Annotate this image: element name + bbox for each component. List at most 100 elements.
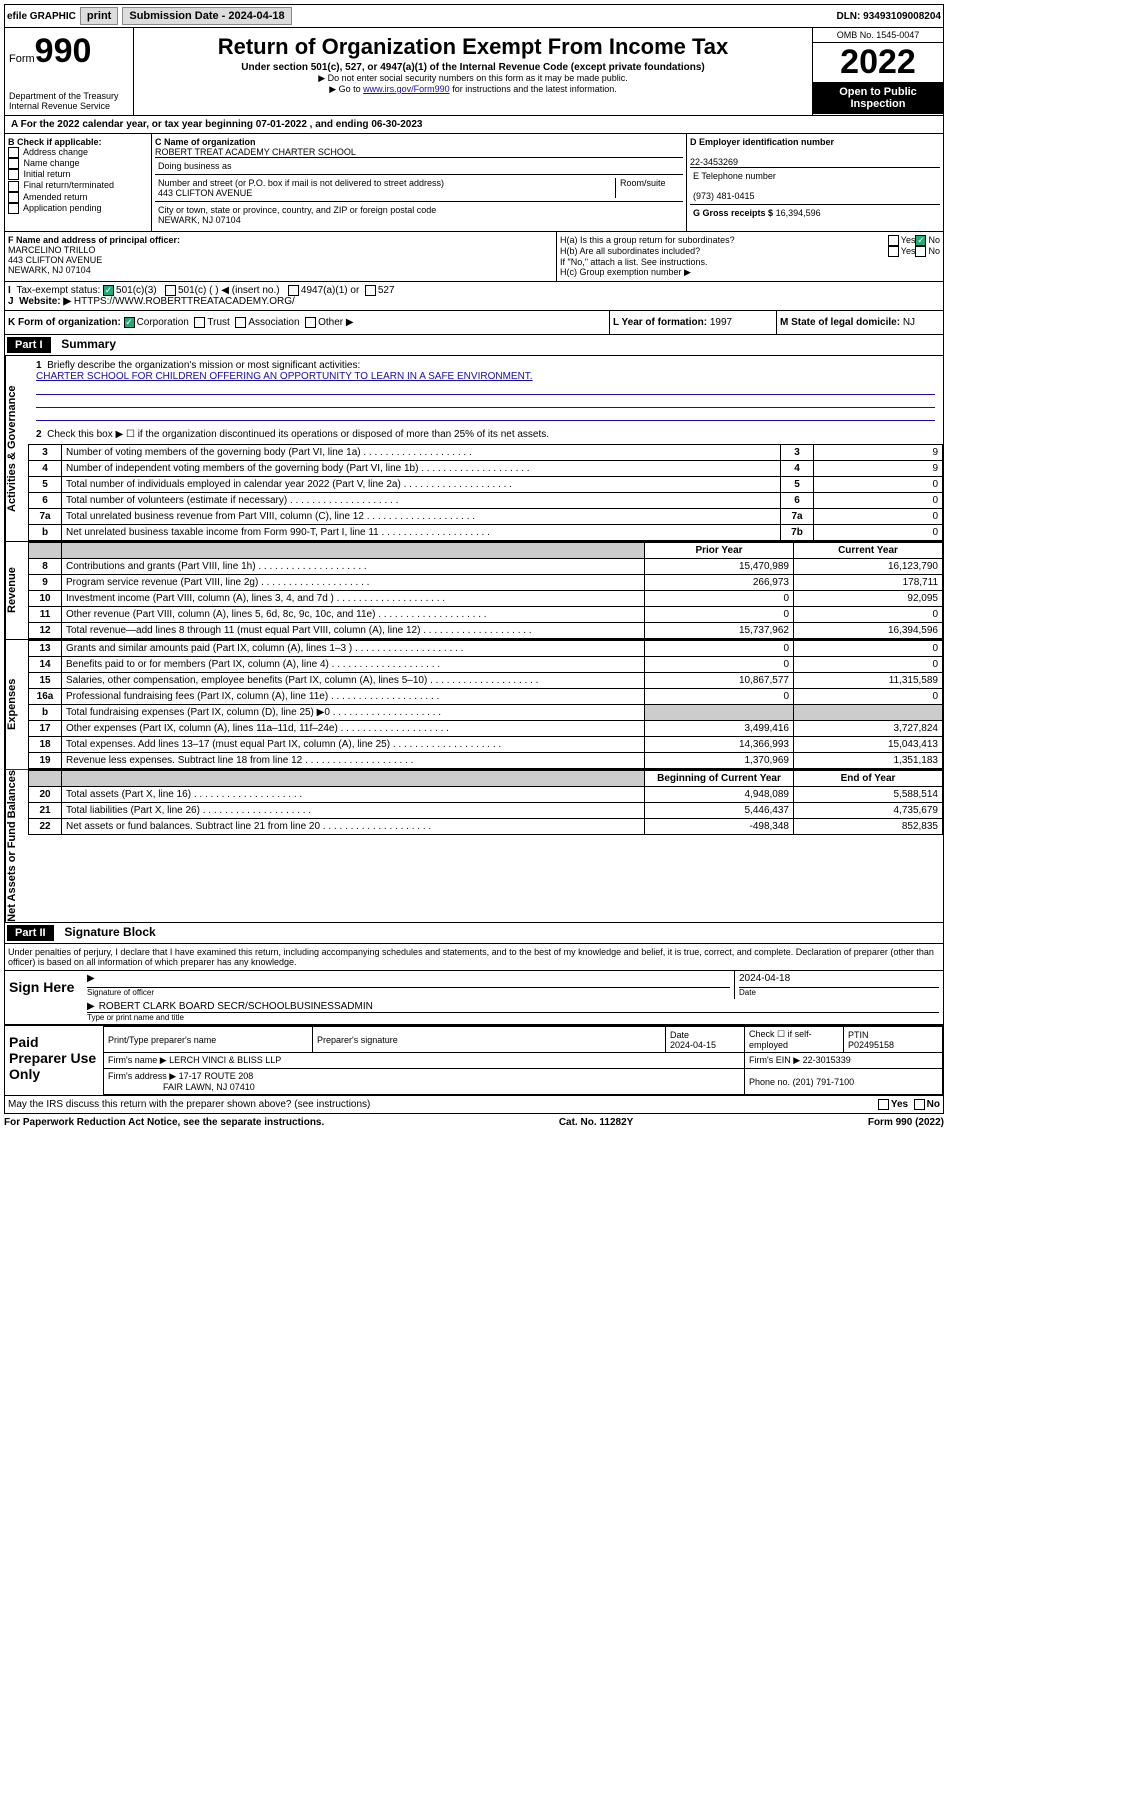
table-row: 15Salaries, other compensation, employee… (29, 673, 943, 689)
governance-table: 3Number of voting members of the governi… (28, 444, 943, 541)
part1-netassets: Net Assets or Fund Balances Beginning of… (4, 770, 944, 923)
org-city: NEWARK, NJ 07104 (158, 215, 241, 225)
part1-expenses: Expenses 13Grants and similar amounts pa… (4, 640, 944, 770)
table-row: bNet unrelated business taxable income f… (29, 525, 943, 541)
table-row: 20Total assets (Part X, line 16)4,948,08… (29, 787, 943, 803)
sidebar-governance: Activities & Governance (5, 356, 28, 541)
table-row: 21Total liabilities (Part X, line 26)5,4… (29, 803, 943, 819)
sidebar-expenses: Expenses (5, 640, 28, 769)
table-row: 7aTotal unrelated business revenue from … (29, 509, 943, 525)
firm-name: LERCH VINCI & BLISS LLP (169, 1055, 281, 1065)
form-number: 990 (35, 32, 92, 70)
note-ssn: ▶ Do not enter social security numbers o… (138, 73, 808, 84)
table-row: 17Other expenses (Part IX, column (A), l… (29, 721, 943, 737)
table-row: 9Program service revenue (Part VIII, lin… (29, 575, 943, 591)
submission-date: Submission Date - 2024-04-18 (122, 7, 291, 25)
gross-receipts: 16,394,596 (776, 208, 821, 218)
sign-date: 2024-04-18 (739, 973, 939, 988)
open-inspection: Open to Public Inspection (813, 82, 943, 114)
phone: (973) 481-0415 (693, 191, 755, 201)
netassets-table: Beginning of Current YearEnd of Year20To… (28, 770, 943, 835)
table-row: 14Benefits paid to or for members (Part … (29, 657, 943, 673)
boxb-item: Name change (8, 158, 148, 169)
dept-label: Department of the Treasury Internal Reve… (9, 91, 129, 111)
header-left: Form990 Department of the Treasury Inter… (5, 28, 134, 115)
paid-preparer-block: Paid Preparer Use Only Print/Type prepar… (4, 1026, 944, 1096)
boxb-item: Address change (8, 147, 148, 158)
print-button[interactable]: print (80, 7, 118, 25)
ha-no-checkbox[interactable] (915, 235, 926, 246)
corp-checkbox[interactable] (124, 317, 135, 328)
box-h: H(a) Is this a group return for subordin… (557, 232, 943, 281)
year-formation: 1997 (710, 317, 732, 328)
table-row: 5Total number of individuals employed in… (29, 477, 943, 493)
boxb-item: Application pending (8, 203, 148, 214)
firm-ein: 22-3015339 (803, 1055, 851, 1065)
table-row: 19Revenue less expenses. Subtract line 1… (29, 753, 943, 769)
table-row: 13Grants and similar amounts paid (Part … (29, 641, 943, 657)
tax-year: 2022 (813, 43, 943, 82)
org-name: ROBERT TREAT ACADEMY CHARTER SCHOOL (155, 147, 356, 157)
preparer-table: Print/Type preparer's name Preparer's si… (103, 1026, 943, 1095)
section-a: A For the 2022 calendar year, or tax yea… (4, 116, 944, 134)
ptin: P02495158 (848, 1040, 894, 1050)
table-row: 22Net assets or fund balances. Subtract … (29, 819, 943, 835)
sign-here-label: Sign Here (5, 971, 83, 1024)
officer-group-block: F Name and address of principal officer:… (4, 232, 944, 282)
irs-yes-checkbox[interactable] (878, 1099, 889, 1110)
omb-number: OMB No. 1545-0047 (813, 28, 943, 43)
sign-here-block: Sign Here Signature of officer 2024-04-1… (4, 971, 944, 1026)
table-header-row: Prior YearCurrent Year (29, 543, 943, 559)
klm-block: K Form of organization: Corporation Trus… (4, 311, 944, 335)
state-domicile: NJ (903, 317, 915, 328)
mission-text: CHARTER SCHOOL FOR CHILDREN OFFERING AN … (36, 371, 533, 382)
box-de: D Employer identification number22-34532… (687, 134, 943, 231)
officer-name-title: ROBERT CLARK BOARD SECR/SCHOOLBUSINESSAD… (87, 1001, 939, 1012)
box-f: F Name and address of principal officer:… (5, 232, 557, 281)
preparer-date: 2024-04-15 (670, 1040, 716, 1050)
irs-link[interactable]: www.irs.gov/Form990 (363, 84, 450, 94)
note-link: ▶ Go to www.irs.gov/Form990 for instruct… (138, 84, 808, 95)
ein: 22-3453269 (690, 157, 738, 167)
header-right: OMB No. 1545-0047 2022 Open to Public In… (812, 28, 943, 115)
form-title: Return of Organization Exempt From Incom… (138, 34, 808, 60)
officer-name: MARCELINO TRILLO (8, 245, 95, 255)
boxb-item: Initial return (8, 169, 148, 180)
website: HTTPS://WWW.ROBERTTREATACADEMY.ORG/ (74, 296, 295, 307)
table-row: 6Total number of volunteers (estimate if… (29, 493, 943, 509)
501c3-checkbox[interactable] (103, 285, 114, 296)
part1-header: Part I Summary (4, 335, 944, 356)
may-irs-row: May the IRS discuss this return with the… (4, 1096, 944, 1114)
part2-header: Part II Signature Block (4, 923, 944, 944)
firm-addr2: FAIR LAWN, NJ 07410 (163, 1082, 255, 1092)
org-address: 443 CLIFTON AVENUE (158, 188, 252, 198)
sidebar-netassets: Net Assets or Fund Balances (5, 770, 28, 922)
dln: DLN: 93493109008204 (836, 11, 941, 22)
form-subtitle: Under section 501(c), 527, or 4947(a)(1)… (138, 62, 808, 73)
table-row: 3Number of voting members of the governi… (29, 445, 943, 461)
topbar: efile GRAPHIC print Submission Date - 20… (4, 4, 944, 28)
form-header: Form990 Department of the Treasury Inter… (4, 28, 944, 116)
part1-governance: Activities & Governance 1 Briefly descri… (4, 356, 944, 542)
box-b: B Check if applicable: Address change Na… (5, 134, 152, 231)
table-row: 4Number of independent voting members of… (29, 461, 943, 477)
page-footer: For Paperwork Reduction Act Notice, see … (4, 1114, 944, 1131)
org-info-block: B Check if applicable: Address change Na… (4, 134, 944, 232)
expenses-table: 13Grants and similar amounts paid (Part … (28, 640, 943, 769)
revenue-table: Prior YearCurrent Year8Contributions and… (28, 542, 943, 639)
table-row: 11Other revenue (Part VIII, column (A), … (29, 607, 943, 623)
boxb-item: Amended return (8, 192, 148, 203)
irs-no-checkbox[interactable] (914, 1099, 925, 1110)
hb-yes-checkbox[interactable] (888, 246, 899, 257)
declaration: Under penalties of perjury, I declare th… (4, 944, 944, 971)
boxb-item: Final return/terminated (8, 180, 148, 191)
table-row: bTotal fundraising expenses (Part IX, co… (29, 705, 943, 721)
table-row: 10Investment income (Part VIII, column (… (29, 591, 943, 607)
firm-addr1: 17-17 ROUTE 208 (179, 1071, 254, 1081)
part1-revenue: Revenue Prior YearCurrent Year8Contribut… (4, 542, 944, 640)
table-row: 16aProfessional fundraising fees (Part I… (29, 689, 943, 705)
ha-yes-checkbox[interactable] (888, 235, 899, 246)
hb-no-checkbox[interactable] (915, 246, 926, 257)
status-website-block: I Tax-exempt status: 501(c)(3) 501(c) ( … (4, 282, 944, 311)
table-header-row: Beginning of Current YearEnd of Year (29, 771, 943, 787)
